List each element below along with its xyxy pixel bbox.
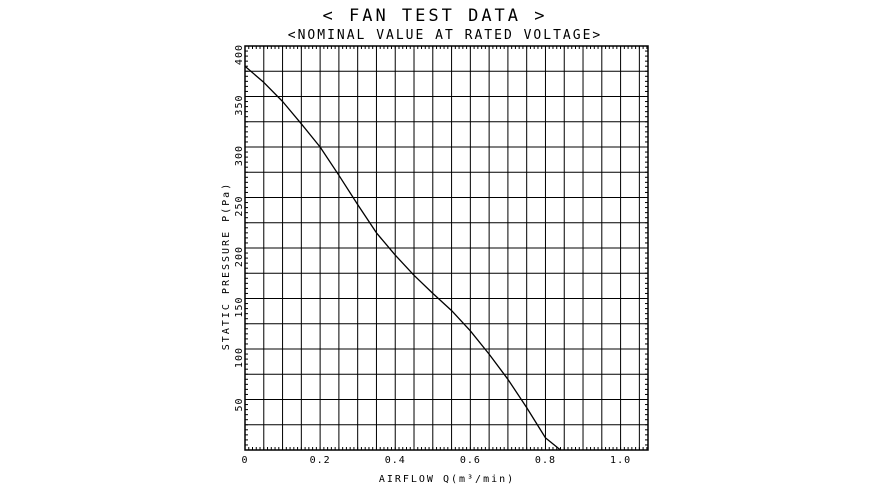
x-tick-label: 0.6 xyxy=(460,455,481,466)
x-tick-label: 0.2 xyxy=(310,455,331,466)
curves xyxy=(244,65,561,451)
y-tick-label: 250 xyxy=(234,196,245,217)
y-tick-label: 350 xyxy=(234,95,245,116)
x-tick-label: 0 xyxy=(241,455,248,466)
x-axis-label: AIRFLOW Q(m³/min) xyxy=(379,474,515,485)
x-tick-label: 0.4 xyxy=(385,455,406,466)
x-tick-label: 1.0 xyxy=(610,455,631,466)
series-line xyxy=(244,65,561,451)
y-axis-label: STATIC PRESSURE P(Pa) xyxy=(221,182,232,350)
y-tick-label: 150 xyxy=(234,297,245,318)
y-tick-label: 50 xyxy=(234,398,245,412)
chart-subtitle: <NOMINAL VALUE AT RATED VOLTAGE> xyxy=(288,28,602,43)
x-tick-labels: 0 0.2 0.4 0.6 0.8 1.0 xyxy=(241,455,631,466)
y-tick-label: 200 xyxy=(234,246,245,267)
y-tick-labels: 50 100 150 200 250 300 350 400 xyxy=(234,44,245,412)
y-tick-label: 300 xyxy=(234,145,245,166)
x-tick-label: 0.8 xyxy=(535,455,556,466)
y-tick-label: 400 xyxy=(234,44,245,65)
chart-title: < FAN TEST DATA > xyxy=(323,6,548,26)
y-tick-label: 100 xyxy=(234,347,245,368)
plot-frame xyxy=(244,45,649,451)
grid xyxy=(245,46,648,450)
